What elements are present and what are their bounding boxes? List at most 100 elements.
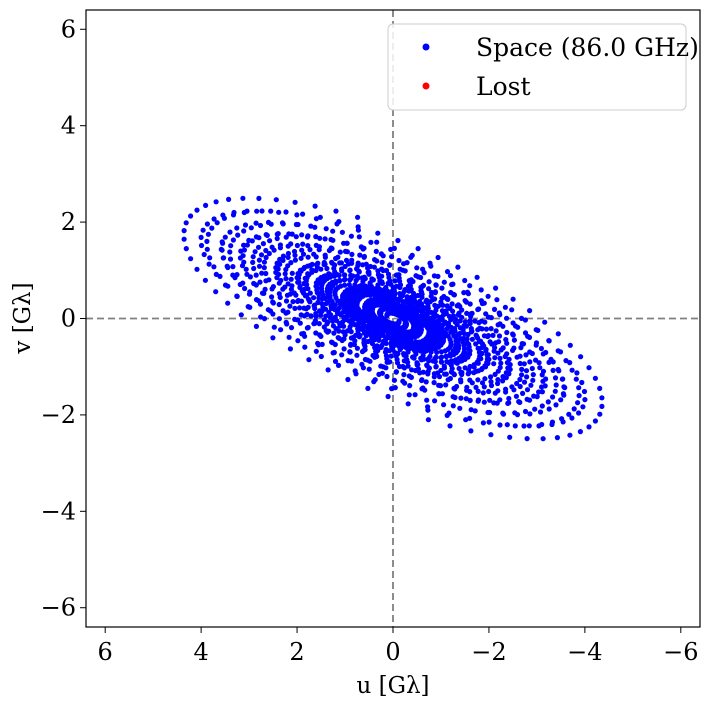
data-point: [341, 323, 347, 329]
data-point: [536, 360, 542, 366]
data-point: [289, 283, 295, 289]
data-point: [288, 276, 294, 282]
data-point: [553, 382, 559, 388]
data-point: [283, 209, 289, 215]
data-point: [277, 261, 283, 267]
data-point: [348, 342, 354, 348]
data-point: [441, 279, 447, 285]
data-point: [323, 226, 329, 232]
data-point: [408, 254, 414, 260]
y-tick-label: −4: [41, 497, 76, 525]
data-point: [313, 234, 319, 240]
data-point: [432, 398, 438, 404]
data-point: [483, 326, 489, 332]
data-point: [354, 288, 360, 295]
data-point: [504, 315, 510, 321]
data-point: [580, 404, 586, 410]
legend-label-space: Space (86.0 GHz): [476, 33, 699, 62]
data-point: [539, 403, 545, 409]
data-point: [526, 423, 532, 429]
data-point: [269, 244, 275, 250]
data-point: [483, 364, 489, 370]
data-point: [341, 346, 347, 352]
data-point: [436, 319, 442, 325]
data-point: [439, 324, 445, 330]
data-point: [553, 402, 559, 408]
data-point: [452, 386, 458, 392]
data-point: [428, 263, 434, 269]
data-point: [431, 314, 437, 320]
data-point: [332, 269, 338, 275]
data-point: [466, 341, 472, 347]
data-point: [365, 325, 371, 331]
data-point: [270, 335, 276, 341]
data-point: [530, 377, 536, 383]
data-point: [448, 362, 454, 368]
data-point: [439, 308, 445, 314]
data-point: [400, 335, 406, 341]
data-point: [419, 377, 425, 384]
data-point: [295, 279, 301, 285]
data-point: [188, 256, 194, 262]
data-point: [453, 337, 459, 344]
data-point: [204, 221, 210, 227]
data-point: [560, 376, 566, 382]
data-point: [520, 341, 527, 347]
data-point: [475, 388, 481, 394]
data-point: [440, 338, 446, 344]
data-point: [476, 306, 482, 312]
data-point: [368, 239, 374, 245]
data-point: [509, 307, 515, 313]
data-point: [561, 392, 567, 398]
data-point: [578, 354, 584, 360]
data-point: [394, 356, 400, 363]
data-point: [433, 326, 439, 333]
data-point: [532, 406, 538, 412]
data-point: [432, 346, 438, 352]
data-point: [308, 313, 314, 319]
data-point: [278, 327, 284, 333]
data-point: [552, 388, 558, 394]
data-point: [225, 264, 231, 271]
data-point: [573, 376, 579, 382]
data-point: [421, 344, 427, 350]
data-points: [181, 195, 605, 442]
data-point: [431, 371, 437, 377]
data-point: [592, 418, 599, 424]
data-point: [424, 363, 430, 369]
data-point: [472, 318, 478, 324]
data-point: [426, 342, 432, 349]
data-point: [347, 304, 353, 311]
data-point: [463, 354, 469, 360]
data-point: [512, 423, 518, 429]
data-point: [392, 290, 398, 296]
data-point: [505, 365, 511, 371]
data-point: [486, 356, 492, 362]
data-point: [567, 342, 573, 348]
data-point: [543, 349, 549, 356]
data-point: [392, 278, 398, 284]
data-point: [480, 390, 486, 396]
data-point: [256, 195, 262, 201]
data-point: [502, 304, 508, 310]
data-point: [300, 211, 306, 217]
data-point: [524, 387, 531, 393]
data-point: [526, 334, 533, 340]
data-point: [311, 251, 317, 257]
data-point: [307, 299, 313, 305]
data-point: [211, 216, 217, 222]
data-point: [243, 266, 249, 272]
data-point: [408, 277, 414, 283]
data-point: [234, 293, 240, 299]
data-point: [373, 348, 379, 354]
data-point: [464, 336, 470, 342]
data-point: [286, 334, 292, 340]
data-point: [517, 383, 523, 390]
data-point: [321, 261, 327, 268]
data-point: [520, 390, 526, 396]
data-point: [421, 270, 427, 276]
data-point: [388, 353, 394, 359]
legend-marker-space: [422, 43, 430, 51]
data-point: [401, 352, 407, 358]
data-point: [282, 284, 288, 290]
